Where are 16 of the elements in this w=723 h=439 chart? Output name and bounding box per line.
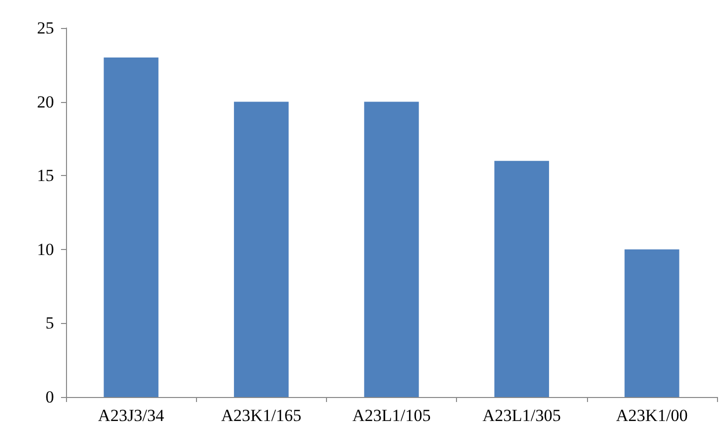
x-tick-label: A23J3/34 [98,406,165,425]
bar [624,249,680,397]
y-tick-label: 5 [46,314,54,333]
x-tick-label: A23L1/105 [352,406,431,425]
x-tick-label: A23K1/00 [616,406,688,425]
y-tick-label: 10 [37,240,54,259]
bar [234,102,289,397]
y-tick-label: 15 [37,166,54,186]
bar [364,102,419,397]
x-tick-label: A23L1/305 [482,406,561,425]
x-tick-label: A23K1/165 [221,406,302,425]
y-tick-label: 0 [46,388,54,406]
bar [494,160,550,397]
bar [104,58,158,397]
y-tick-label: 25 [37,18,54,38]
y-tick-label: 20 [37,92,54,112]
